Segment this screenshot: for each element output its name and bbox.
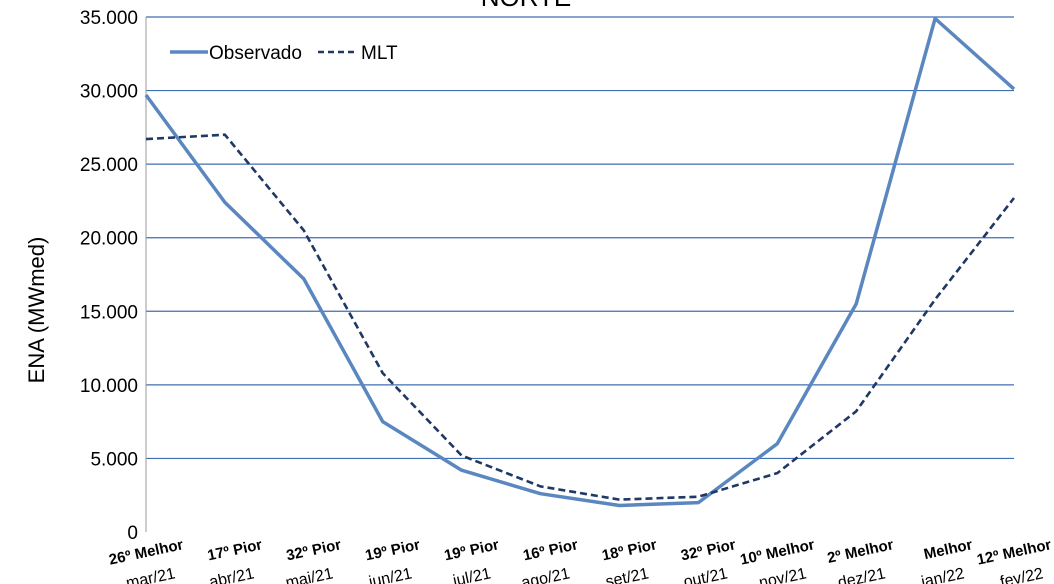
x-category-label: mar/21	[125, 565, 177, 584]
y-axis-label: ENA (MWmed)	[24, 237, 49, 384]
y-tick-label: 15.000	[80, 302, 138, 323]
y-tick-label: 30.000	[80, 82, 138, 103]
rank-annotation: 19º Pior	[364, 536, 422, 564]
legend: Observado MLT	[170, 43, 398, 64]
gridlines	[146, 16, 1014, 460]
x-category-label: fev/22	[999, 565, 1045, 584]
series-line-mlt	[145, 133, 1016, 501]
rank-annotation: 32º Pior	[285, 536, 343, 564]
x-category-label: mai/21	[284, 565, 335, 584]
y-tick-label: 35.000	[80, 8, 138, 29]
x-category-label: ago/21	[520, 565, 572, 584]
rank-annotation: 12º Melhor	[975, 536, 1053, 568]
x-axis-categories: mar/21 abr/21 mai/21 jun/21 jul/21 ago/21 set/…	[125, 565, 1045, 584]
rank-annotation: 32º Pior	[679, 536, 737, 564]
rank-annotation: 19º Pior	[443, 536, 501, 564]
x-category-label: nov/21	[758, 565, 809, 584]
rank-annotation: 10º Melhor	[739, 536, 817, 568]
x-category-label: jun/21	[366, 565, 413, 584]
rank-annotation: 2º Melhor	[826, 536, 895, 567]
x-category-label: set/21	[604, 565, 650, 584]
x-category-label: out/21	[682, 565, 729, 584]
y-tick-label: 5.000	[90, 449, 138, 470]
y-tick-label: 0	[127, 523, 138, 544]
chart-title: NORTE	[481, 0, 572, 12]
x-category-label: jul/21	[451, 565, 493, 584]
y-tick-label: 20.000	[80, 229, 138, 250]
series-lines	[144, 16, 1016, 508]
series-line-observado	[144, 16, 1016, 508]
y-tick-label: 25.000	[80, 155, 138, 176]
rank-annotations: 26º Melhor 17º Pior 32º Pior 19º Pior 19º Pi…	[107, 536, 1053, 568]
x-category-label: jan/22	[919, 565, 966, 584]
x-category-label: dez/21	[836, 565, 887, 584]
legend-observado-label: Observado	[209, 43, 302, 64]
legend-mlt-label: MLT	[361, 43, 398, 64]
y-axis-ticks: 0 5.000 10.000 15.000 20.000 25.000 30.000 35.0…	[80, 8, 138, 544]
rank-annotation: 16º Pior	[522, 536, 580, 564]
y-tick-label: 10.000	[80, 376, 138, 397]
rank-annotation: 26º Melhor	[107, 536, 185, 568]
rank-annotation: Melhor	[922, 536, 974, 563]
rank-annotation: 17º Pior	[206, 536, 264, 564]
x-category-label: abr/21	[208, 565, 256, 584]
rank-annotation: 18º Pior	[600, 536, 658, 564]
